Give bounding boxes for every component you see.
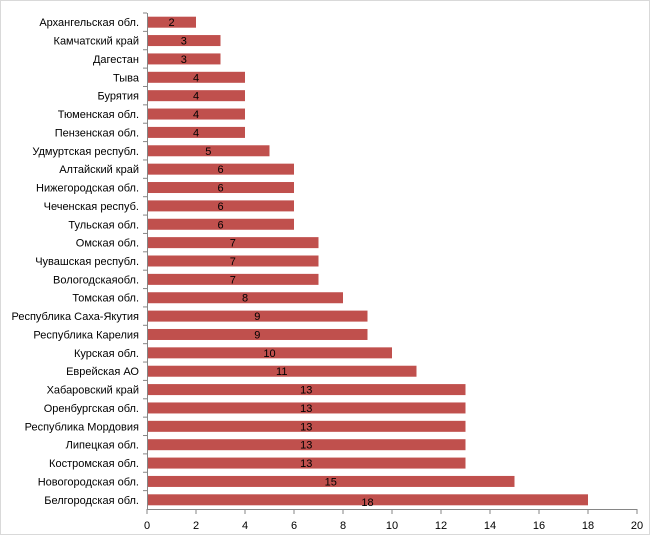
x-tick-label: 16 — [533, 520, 545, 532]
category-label: Удмуртская республ. — [32, 146, 139, 158]
bar — [147, 310, 368, 322]
data-label: 6 — [217, 201, 223, 213]
data-label: 10 — [263, 348, 275, 360]
data-label: 7 — [230, 274, 236, 286]
category-label: Республика Мордовия — [25, 421, 139, 433]
data-label: 9 — [254, 329, 260, 341]
bar — [147, 53, 221, 65]
category-label: Томская обл. — [72, 293, 139, 305]
data-label: 6 — [217, 183, 223, 195]
bar — [147, 182, 294, 194]
bar — [147, 90, 245, 102]
category-labels: Архангельская обл. Камчатский край Дагеста… — [11, 17, 139, 507]
data-label: 13 — [300, 403, 312, 415]
x-tick-label: 2 — [193, 520, 199, 532]
bar — [147, 35, 221, 47]
bar — [147, 16, 196, 28]
data-label: 13 — [300, 421, 312, 433]
category-label: Тюменская обл. — [58, 109, 139, 121]
bar — [147, 71, 245, 83]
data-label: 13 — [300, 440, 312, 452]
bar — [147, 365, 417, 377]
bar — [147, 439, 466, 451]
category-label: Пензенская обл. — [55, 127, 139, 139]
category-label: Тыва — [113, 72, 140, 84]
data-label: 4 — [193, 109, 199, 121]
bar — [147, 126, 245, 138]
data-label: 11 — [276, 366, 287, 378]
axes: 0 2 4 6 8 10 12 14 16 18 20 — [143, 12, 643, 532]
category-label: Архангельская обл. — [39, 17, 139, 29]
x-tick-label: 20 — [631, 520, 643, 532]
category-label: Оренбургская обл. — [44, 403, 139, 415]
bar — [147, 475, 515, 487]
category-label: Бурятия — [98, 91, 139, 103]
category-label: Чеченская респуб. — [44, 201, 139, 213]
category-label: Еврейская АО — [66, 366, 139, 378]
data-label: 3 — [181, 36, 187, 48]
data-label: 6 — [217, 164, 223, 176]
x-tick-label: 4 — [242, 520, 248, 532]
bar — [147, 273, 319, 285]
category-label: Республика Карелия — [33, 329, 139, 341]
bar — [147, 494, 588, 506]
x-tick-label: 18 — [582, 520, 594, 532]
bars-group — [147, 16, 588, 506]
data-label: 15 — [325, 476, 337, 488]
x-tick-label: 0 — [144, 520, 150, 532]
bar — [147, 420, 466, 432]
category-label: Новогородская обл. — [38, 476, 139, 488]
category-label: Алтайский край — [59, 164, 139, 176]
data-label: 6 — [217, 219, 223, 231]
category-label: Камчатский край — [54, 36, 139, 48]
data-label: 7 — [230, 256, 236, 268]
category-label: Нижегородская обл. — [36, 183, 139, 195]
category-label: Тульская обл. — [68, 219, 139, 231]
x-tick-label: 14 — [484, 520, 496, 532]
data-label: 13 — [300, 458, 312, 470]
category-label: Костромская обл. — [49, 458, 139, 470]
bar — [147, 292, 343, 304]
category-label: Чувашская республ. — [35, 256, 139, 268]
bar — [147, 145, 270, 157]
x-tick-label: 10 — [386, 520, 398, 532]
x-tick-label: 12 — [435, 520, 447, 532]
data-label: 3 — [181, 54, 187, 66]
bar — [147, 237, 319, 249]
bar — [147, 457, 466, 469]
data-label: 18 — [361, 497, 373, 509]
data-label: 4 — [193, 127, 199, 139]
bar — [147, 347, 392, 359]
category-label: Вологодскаяобл. — [53, 274, 139, 286]
bar — [147, 384, 466, 396]
data-label: 13 — [300, 385, 312, 397]
bar — [147, 218, 294, 230]
category-label: Липецкая обл. — [66, 440, 139, 452]
bar — [147, 402, 466, 414]
bar — [147, 163, 294, 175]
data-label: 4 — [193, 91, 199, 103]
bar — [147, 328, 368, 340]
data-label: 9 — [254, 311, 260, 323]
bar — [147, 108, 245, 120]
data-label: 7 — [230, 238, 236, 250]
data-label: 4 — [193, 72, 199, 84]
category-label: Республика Саха-Якутия — [11, 311, 139, 323]
category-label: Хабаровский край — [47, 385, 139, 397]
category-label: Дагестан — [93, 54, 139, 66]
x-tick-label: 6 — [291, 520, 297, 532]
x-tick-label: 8 — [340, 520, 346, 532]
data-label: 5 — [205, 146, 211, 158]
bar — [147, 200, 294, 212]
category-label: Омская обл. — [76, 238, 139, 250]
category-label: Белгородская обл. — [44, 495, 139, 507]
data-label: 8 — [242, 293, 248, 305]
category-label: Курская обл. — [74, 348, 139, 360]
bar — [147, 255, 319, 267]
data-label: 2 — [168, 17, 174, 29]
